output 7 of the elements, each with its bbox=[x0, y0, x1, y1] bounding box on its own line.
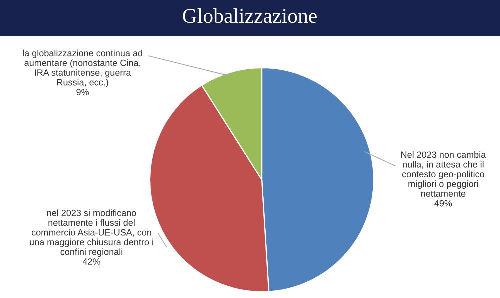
data-label: 49% bbox=[434, 200, 452, 207]
slice-label: nel 2023 si modificano nettamente i flussi del commercio Asia-UE-USA, con una maggiore chiusura dentro i confini regionali bbox=[30, 210, 154, 258]
slice-label: Nel 2023 non cambia nulla, in attesa che il contesto geo-politico migliori o peggiori nettamente bbox=[402, 151, 486, 197]
chart-title: Globalizzazione bbox=[183, 8, 317, 24]
slice-label: la globalizzazione continua ad aumentare (nonostante Cina, IRA statunitense, guerra Russia, ecc.) bbox=[23, 50, 142, 88]
data-label: 9% bbox=[76, 89, 90, 96]
data-label: 42% bbox=[82, 258, 100, 265]
